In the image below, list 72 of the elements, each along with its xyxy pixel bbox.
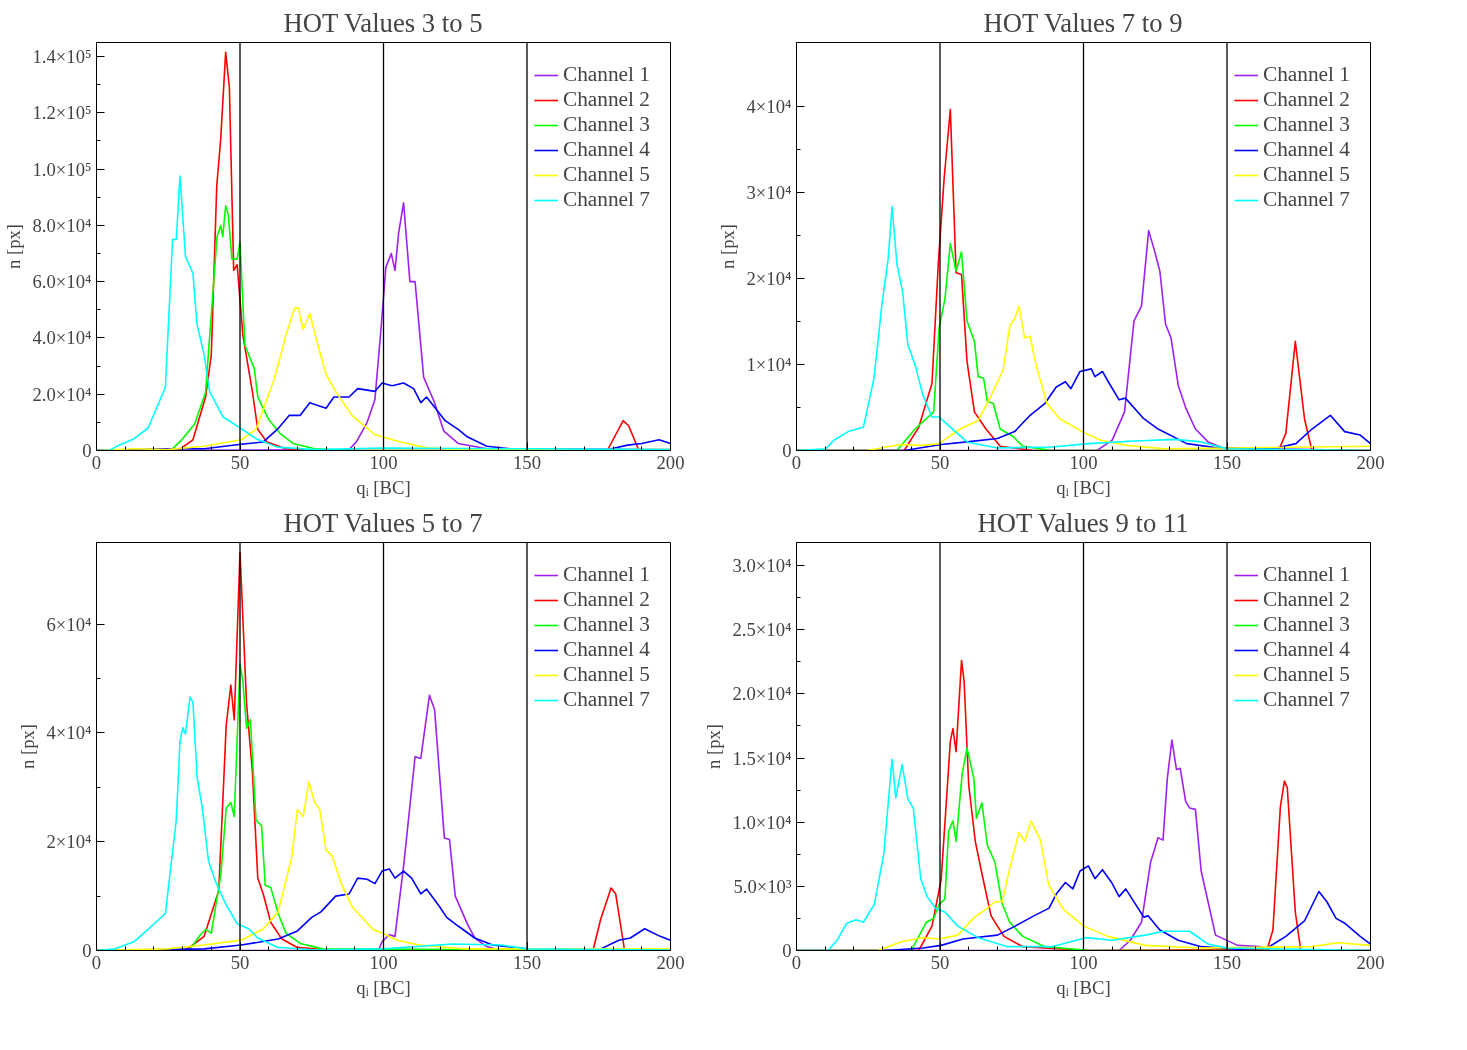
x-tick-label: 100 (369, 451, 398, 473)
y-tick-label: 3.0×10⁴ (732, 555, 792, 577)
legend-label: Channel 7 (1262, 187, 1350, 212)
y-tick-label: 6×10⁴ (46, 613, 92, 635)
y-tick-label: 1.2×10⁵ (32, 102, 92, 124)
y-tick-label: 3×10⁴ (746, 182, 792, 204)
legend-label: Channel 4 (562, 137, 650, 162)
legend-label: Channel 2 (562, 87, 650, 112)
x-tick-label: 100 (369, 951, 398, 973)
x-tick-label: 200 (656, 451, 685, 473)
x-tick-label: 150 (513, 951, 541, 973)
y-axis-title: n [px] (3, 223, 25, 270)
legend-label: Channel 5 (1262, 662, 1350, 687)
x-tick-label: 200 (1356, 451, 1385, 473)
legend-label: Channel 3 (1262, 112, 1350, 137)
chart-title: HOT Values 7 to 9 (983, 7, 1183, 38)
legend-label: Channel 1 (562, 62, 650, 87)
y-tick-label: 2.0×10⁴ (732, 683, 792, 705)
x-tick-label: 200 (1356, 951, 1385, 973)
y-tick-label: 5.0×10³ (733, 875, 792, 897)
y-tick-label: 6.0×10⁴ (32, 271, 92, 293)
y-tick-label: 4×10⁴ (746, 96, 792, 118)
y-axis-title: n [px] (717, 223, 739, 270)
chart-title: HOT Values 5 to 7 (283, 507, 483, 538)
legend-label: Channel 2 (562, 587, 650, 612)
y-tick-label: 1.5×10⁴ (732, 747, 792, 769)
legend-label: Channel 1 (1262, 562, 1350, 587)
y-tick-label: 1.0×10⁴ (732, 811, 792, 833)
y-tick-label: 2×10⁴ (46, 831, 92, 853)
y-tick-label: 4.0×10⁴ (32, 327, 92, 349)
x-tick-label: 50 (230, 451, 250, 473)
x-tick-label: 50 (230, 951, 250, 973)
x-axis-title: qᵢ [BC] (356, 476, 411, 498)
legend-label: Channel 2 (1262, 587, 1350, 612)
x-tick-label: 150 (513, 451, 541, 473)
legend-label: Channel 4 (1262, 137, 1350, 162)
legend-label: Channel 1 (1262, 62, 1350, 87)
legend-label: Channel 1 (562, 562, 650, 587)
y-tick-label: 8.0×10⁴ (32, 214, 92, 236)
legend-label: Channel 5 (562, 662, 650, 687)
y-tick-label: 1×10⁴ (746, 354, 792, 376)
legend-label: Channel 2 (1262, 87, 1350, 112)
legend-label: Channel 4 (562, 637, 650, 662)
x-tick-label: 200 (656, 951, 685, 973)
x-tick-label: 150 (1213, 451, 1241, 473)
legend-label: Channel 5 (1262, 162, 1350, 187)
y-tick-label: 2×10⁴ (746, 268, 792, 290)
legend-label: Channel 3 (1262, 612, 1350, 637)
y-tick-label: 1.0×10⁵ (32, 158, 92, 180)
x-tick-label: 100 (1069, 951, 1098, 973)
y-tick-label: 2.0×10⁴ (32, 383, 92, 405)
x-tick-label: 100 (1069, 451, 1098, 473)
x-axis-title: qᵢ [BC] (1056, 976, 1111, 998)
legend-label: Channel 7 (562, 687, 650, 712)
legend-label: Channel 7 (1262, 687, 1350, 712)
legend-label: Channel 7 (562, 187, 650, 212)
x-tick-label: 50 (930, 451, 950, 473)
y-tick-label: 2.5×10⁴ (732, 619, 792, 641)
legend-label: Channel 5 (562, 162, 650, 187)
x-tick-label: 50 (930, 951, 950, 973)
x-axis-title: qᵢ [BC] (1056, 476, 1111, 498)
y-axis-title: n [px] (17, 723, 39, 770)
y-tick-label: 1.4×10⁵ (32, 46, 92, 68)
x-tick-label: 150 (1213, 951, 1241, 973)
legend-label: Channel 3 (562, 112, 650, 137)
x-axis-title: qᵢ [BC] (356, 976, 411, 998)
legend-label: Channel 3 (562, 612, 650, 637)
y-axis-title: n [px] (703, 723, 725, 770)
legend-label: Channel 4 (1262, 637, 1350, 662)
y-tick-label: 4×10⁴ (46, 722, 92, 744)
chart-title: HOT Values 3 to 5 (283, 7, 483, 38)
chart-title: HOT Values 9 to 11 (977, 507, 1189, 538)
